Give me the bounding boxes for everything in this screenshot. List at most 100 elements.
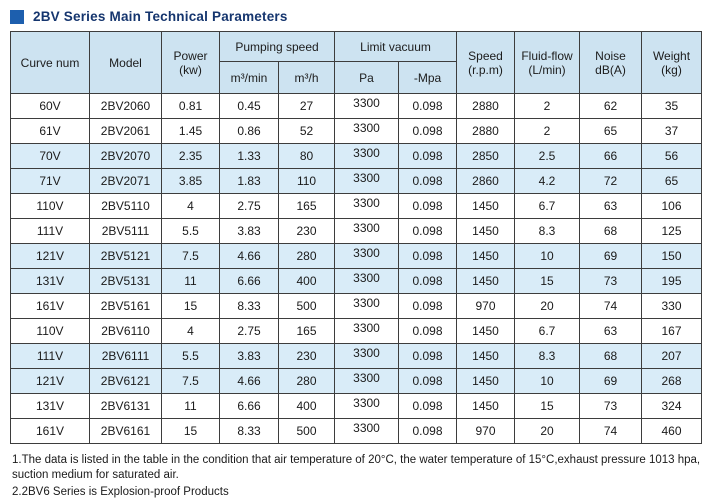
table-cell: 0.098	[398, 318, 458, 344]
table-cell: 3300	[334, 218, 400, 244]
table-cell: 6.7	[514, 318, 581, 344]
table-cell: 2850	[456, 143, 516, 169]
table-cell: 66	[579, 143, 643, 169]
table-cell: 1450	[456, 193, 516, 219]
table-row: 121V 2BV6121 7.5 4.66 280 3300 0.098 1450 10 69 26…	[10, 368, 703, 394]
table-cell: 0.098	[398, 218, 458, 244]
table-cell: 0.098	[398, 168, 458, 194]
table-cell: 1450	[456, 218, 516, 244]
table-row: 161V 2BV6161 15 8.33 500 3300 0.098 970 20 74 460	[10, 418, 703, 444]
table-cell: 110	[277, 168, 336, 194]
table-cell: 4.66	[219, 368, 279, 394]
col-header-pumping-speed: Pumping speed	[218, 31, 336, 62]
col-header-speed: Speed (r.p.m)	[456, 31, 516, 94]
col-header-mpa: -Mpa	[398, 61, 458, 94]
table-cell: 400	[277, 393, 336, 419]
table-cell: 73	[579, 268, 643, 294]
table-row: 131V 2BV6131 11 6.66 400 3300 0.098 1450 15 73 324	[10, 393, 703, 419]
col-header-m3min: m³/min	[219, 61, 279, 94]
table-cell: 65	[641, 168, 703, 194]
table-cell: 11	[161, 268, 220, 294]
table-cell: 324	[641, 393, 703, 419]
table-cell: 131V	[10, 393, 90, 419]
table-cell: 0.098	[398, 118, 458, 144]
table-cell: 0.098	[398, 293, 458, 319]
col-header-fluid-flow: Fluid-flow (L/min)	[514, 31, 581, 94]
pa-value: 3300	[353, 246, 380, 260]
table-cell: 20	[514, 293, 581, 319]
table-cell: 2BV5161	[89, 293, 162, 319]
table-cell: 2BV5111	[89, 218, 162, 244]
table-cell: 69	[579, 368, 643, 394]
col-header-power-unit: (kw)	[179, 62, 202, 77]
table-cell: 4.2	[514, 168, 581, 194]
table-cell: 8.3	[514, 343, 581, 369]
table-cell: 207	[641, 343, 703, 369]
table-cell: 2BV5121	[89, 243, 162, 269]
table-cell: 74	[579, 418, 643, 444]
table-cell: 1.33	[219, 143, 279, 169]
footnote-1: 1.The data is listed in the table in the…	[12, 454, 701, 481]
table-row: 111V 2BV5111 5.5 3.83 230 3300 0.098 1450 8.3 68 1…	[10, 218, 703, 244]
table-cell: 35	[641, 93, 703, 119]
table-cell: 11	[161, 393, 220, 419]
table-cell: 0.86	[219, 118, 279, 144]
table-cell: 0.098	[398, 343, 458, 369]
table-cell: 73	[579, 393, 643, 419]
col-header-power: Power (kw)	[161, 31, 220, 94]
table-cell: 68	[579, 343, 643, 369]
table-cell: 20	[514, 418, 581, 444]
table-cell: 125	[641, 218, 703, 244]
pa-value: 3300	[353, 121, 380, 135]
table-cell: 3.85	[161, 168, 220, 194]
table-cell: 27	[277, 93, 336, 119]
table-row: 110V 2BV6110 4 2.75 165 3300 0.098 1450 6.7 63 167	[10, 318, 703, 344]
table-cell: 63	[579, 193, 643, 219]
col-header-weight: Weight (kg)	[641, 31, 703, 94]
table-cell: 0.45	[219, 93, 279, 119]
table-cell: 2BV6121	[89, 368, 162, 394]
table-cell: 1450	[456, 368, 516, 394]
table-cell: 3300	[334, 243, 400, 269]
table-cell: 330	[641, 293, 703, 319]
table-cell: 2BV6161	[89, 418, 162, 444]
col-header-noise: Noise dB(A)	[579, 31, 643, 94]
table-cell: 4	[161, 193, 220, 219]
table-cell: 268	[641, 368, 703, 394]
table-header: Curve num Model Power (kw) Pumping speed…	[10, 31, 703, 94]
table-cell: 3.83	[219, 343, 279, 369]
table-cell: 0.098	[398, 368, 458, 394]
col-header-weight-label: Weight	[652, 48, 691, 63]
table-cell: 3.83	[219, 218, 279, 244]
table-row: 121V 2BV5121 7.5 4.66 280 3300 0.098 1450 10 69 15…	[10, 243, 703, 269]
table-cell: 111V	[10, 218, 90, 244]
table-cell: 0.098	[398, 268, 458, 294]
table-cell: 65	[579, 118, 643, 144]
col-header-pa: Pa	[334, 61, 400, 94]
table-cell: 8.33	[219, 293, 279, 319]
table-cell: 500	[277, 418, 336, 444]
table-cell: 68	[579, 218, 643, 244]
table-cell: 7.5	[161, 243, 220, 269]
table-cell: 80	[277, 143, 336, 169]
table-cell: 2BV5131	[89, 268, 162, 294]
table-cell: 3300	[334, 193, 400, 219]
table-cell: 71V	[10, 168, 90, 194]
table-cell: 3300	[334, 343, 400, 369]
table-cell: 3300	[334, 293, 400, 319]
pa-value: 3300	[353, 396, 380, 410]
table-cell: 3300	[334, 393, 400, 419]
table-cell: 2BV6111	[89, 343, 162, 369]
pa-value: 3300	[353, 346, 380, 360]
table-cell: 15	[161, 293, 220, 319]
table-cell: 0.098	[398, 393, 458, 419]
table-row: 131V 2BV5131 11 6.66 400 3300 0.098 1450 15 73 195	[10, 268, 703, 294]
col-header-speed-label: Speed	[468, 48, 503, 63]
header-row-2: m³/min m³/h Pa -Mpa	[11, 61, 702, 94]
table-cell: 1450	[456, 268, 516, 294]
table-cell: 56	[641, 143, 703, 169]
table-cell: 72	[579, 168, 643, 194]
table-cell: 60V	[10, 93, 90, 119]
table-cell: 3300	[334, 168, 400, 194]
table-cell: 63	[579, 318, 643, 344]
